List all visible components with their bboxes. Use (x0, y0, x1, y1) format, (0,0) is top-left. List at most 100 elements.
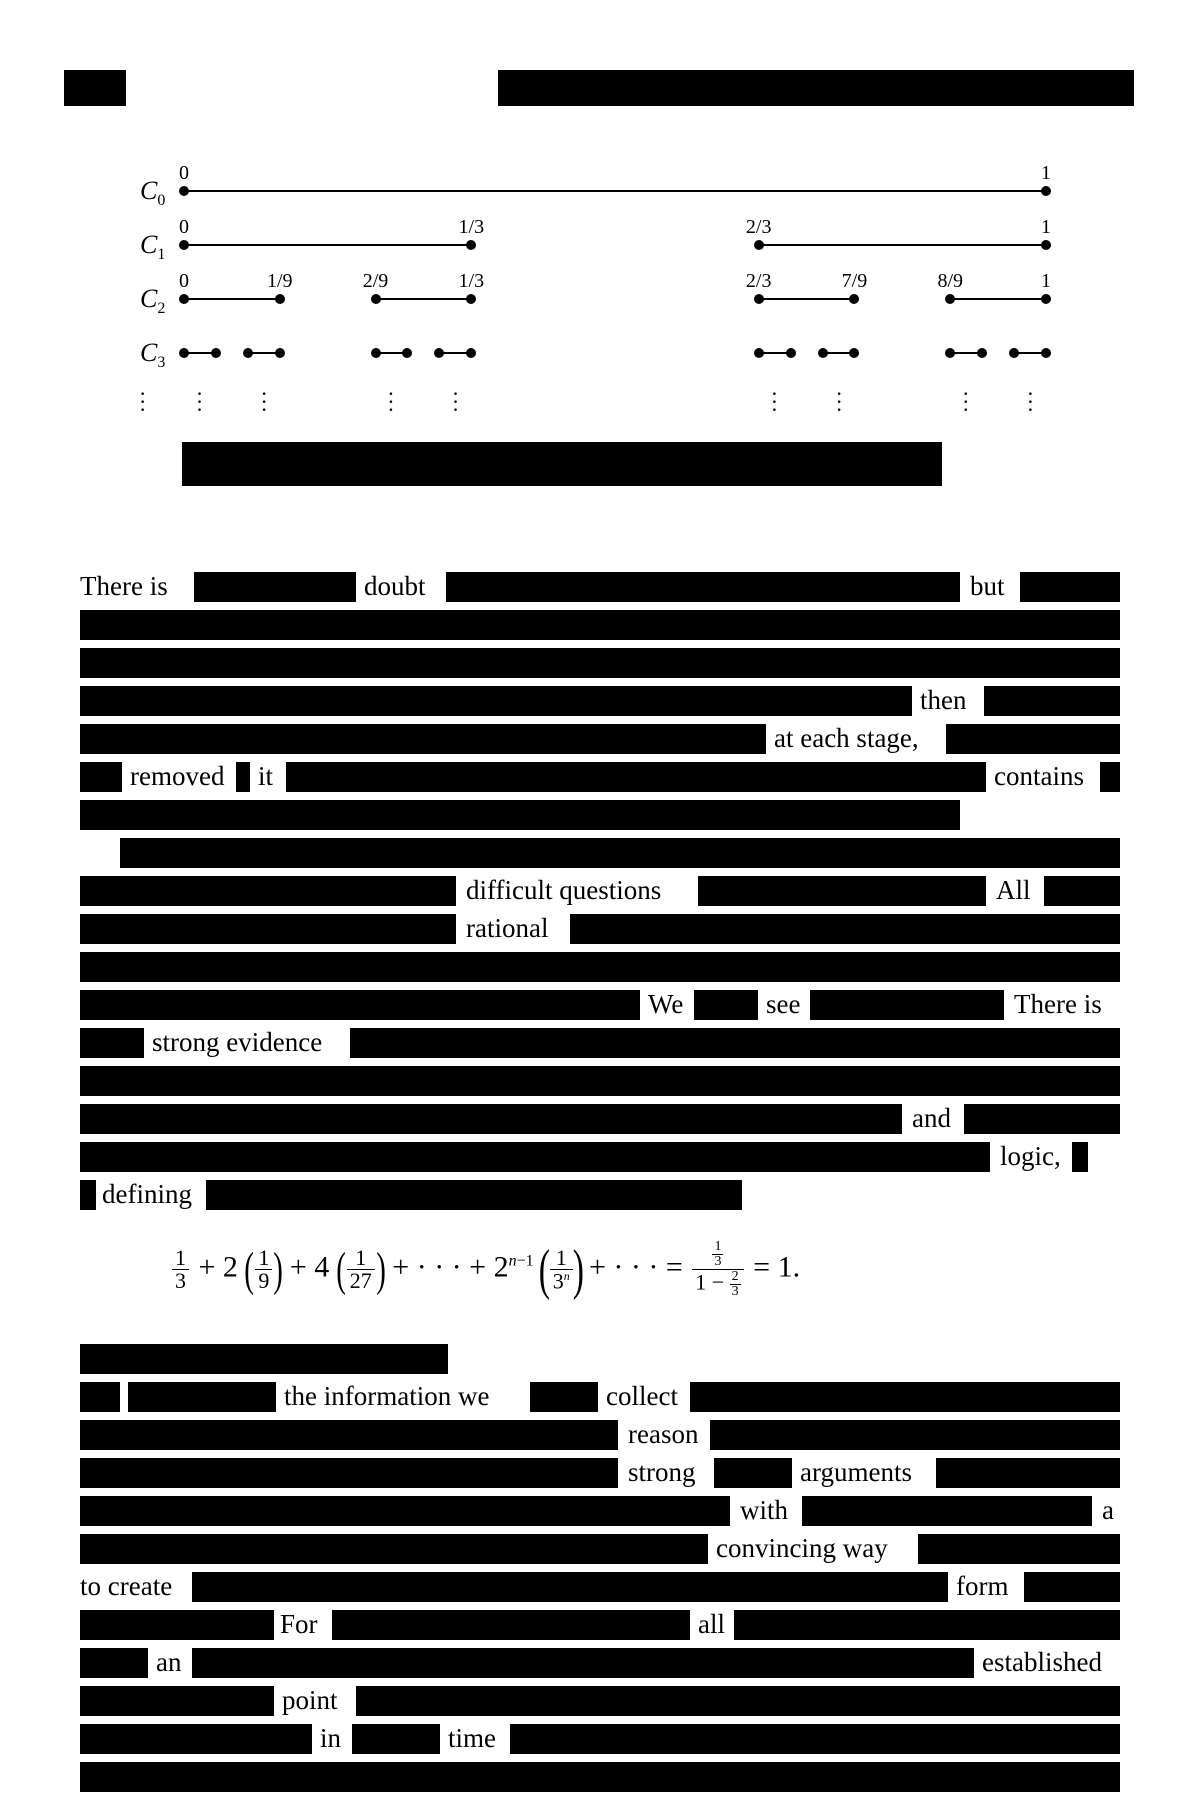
visible-text: to create (80, 1568, 172, 1604)
text-line (80, 796, 1120, 832)
inline-redaction (690, 1382, 1120, 1412)
inline-redaction (1044, 876, 1120, 906)
cantor-endpoint-dot (786, 348, 796, 358)
inline-redaction (80, 876, 456, 906)
inline-redaction (80, 686, 912, 716)
text-line: There is doubt but (80, 568, 1120, 604)
text-line: and (80, 1100, 1120, 1136)
inline-redaction (80, 724, 766, 754)
inline-redaction (1072, 1142, 1088, 1172)
inline-redaction (946, 724, 1120, 754)
visible-text: with (740, 1492, 788, 1528)
visible-text: all (698, 1606, 725, 1642)
inline-redaction (80, 1686, 274, 1716)
cantor-tick-label: 1/3 (459, 216, 485, 239)
inline-redaction (128, 1382, 276, 1412)
visible-text: strong evidence (152, 1024, 322, 1060)
inline-redaction (192, 1648, 974, 1678)
visible-text: arguments (800, 1454, 912, 1490)
cantor-endpoint-dot (243, 348, 253, 358)
cantor-tick-label: 1 (1041, 216, 1051, 239)
text-line (80, 834, 1120, 870)
inline-redaction (80, 1344, 448, 1374)
inline-redaction (810, 990, 1004, 1020)
inline-redaction (80, 1142, 990, 1172)
visible-text: form (956, 1568, 1008, 1604)
cantor-endpoint-dot (977, 348, 987, 358)
inline-redaction (80, 762, 122, 792)
text-line: difficult questionsAll (80, 872, 1120, 908)
visible-text: the information we (284, 1378, 489, 1414)
cantor-endpoint-dot (1009, 348, 1019, 358)
text-line: point (80, 1682, 1120, 1718)
inline-redaction (80, 1458, 618, 1488)
visible-text: There is (1014, 986, 1102, 1022)
visible-text: doubt (364, 568, 426, 604)
inline-redaction (356, 1686, 1120, 1716)
cantor-endpoint-dot (275, 294, 285, 304)
text-line: in time (80, 1720, 1120, 1756)
cantor-endpoint-dot (754, 294, 764, 304)
body-paragraph: the information wecollectreasonstrongarg… (80, 1340, 1120, 1796)
cantor-length-equation: 13 + 2 (19) + 4 (127) + · · · + 2n−1 (13… (170, 1240, 800, 1299)
cantor-endpoint-dot (945, 348, 955, 358)
inline-redaction (192, 1572, 948, 1602)
inline-redaction (120, 838, 1120, 868)
text-line: WeseeThere is (80, 986, 1120, 1022)
visible-text: point (282, 1682, 338, 1718)
cantor-endpoint-dot (179, 348, 189, 358)
cantor-segment (184, 244, 471, 246)
cantor-endpoint-dot (466, 240, 476, 250)
cantor-segment (759, 298, 855, 300)
visible-text: removed (130, 758, 224, 794)
visible-text: time (448, 1720, 496, 1756)
inline-redaction (1020, 572, 1120, 602)
inline-redaction (964, 1104, 1120, 1134)
cantor-row-label: C3 (140, 338, 165, 372)
inline-redaction (80, 1648, 148, 1678)
text-line: witha (80, 1492, 1120, 1528)
visible-text: rational (466, 910, 548, 946)
inline-redaction (80, 648, 1120, 678)
text-line: anestablished (80, 1644, 1120, 1680)
visible-text: We (648, 986, 683, 1022)
inline-redaction (698, 876, 986, 906)
inline-redaction (80, 610, 1120, 640)
text-line: defining (80, 1176, 1120, 1212)
cantor-endpoint-dot (466, 294, 476, 304)
inline-redaction (80, 1104, 902, 1134)
inline-redaction (710, 1420, 1120, 1450)
visible-text: There is (80, 568, 168, 604)
cantor-segment (184, 190, 1046, 192)
visible-text: at each stage, (774, 720, 919, 756)
visible-text: collect (606, 1378, 678, 1414)
inline-redaction (570, 914, 1120, 944)
inline-redaction (80, 1028, 144, 1058)
text-line: strong evidence (80, 1024, 1120, 1060)
visible-text: but (970, 568, 1005, 604)
text-line: at each stage, (80, 720, 1120, 756)
visible-text: For (280, 1606, 318, 1642)
cantor-row-label: C0 (140, 176, 165, 210)
cantor-endpoint-dot (818, 348, 828, 358)
cantor-segment (376, 298, 472, 300)
inline-redaction (1100, 762, 1120, 792)
cantor-segment (184, 298, 280, 300)
cantor-endpoint-dot (754, 240, 764, 250)
cantor-endpoint-dot (1041, 348, 1051, 358)
inline-redaction (80, 1180, 96, 1210)
vertical-dots: ··· (260, 390, 267, 414)
inline-redaction (510, 1724, 1120, 1754)
inline-redaction (286, 762, 986, 792)
visible-text: in (320, 1720, 341, 1756)
vertical-dots: ··· (1027, 390, 1034, 414)
cantor-row-label: C2 (140, 284, 165, 318)
inline-redaction (352, 1724, 440, 1754)
inline-redaction (80, 1724, 312, 1754)
inline-redaction (80, 1610, 274, 1640)
visible-text: reason (628, 1416, 698, 1452)
text-line: logic, (80, 1138, 1120, 1174)
vertical-dots: ··· (452, 390, 459, 414)
vertical-dots: ··· (962, 390, 969, 414)
cantor-endpoint-dot (434, 348, 444, 358)
